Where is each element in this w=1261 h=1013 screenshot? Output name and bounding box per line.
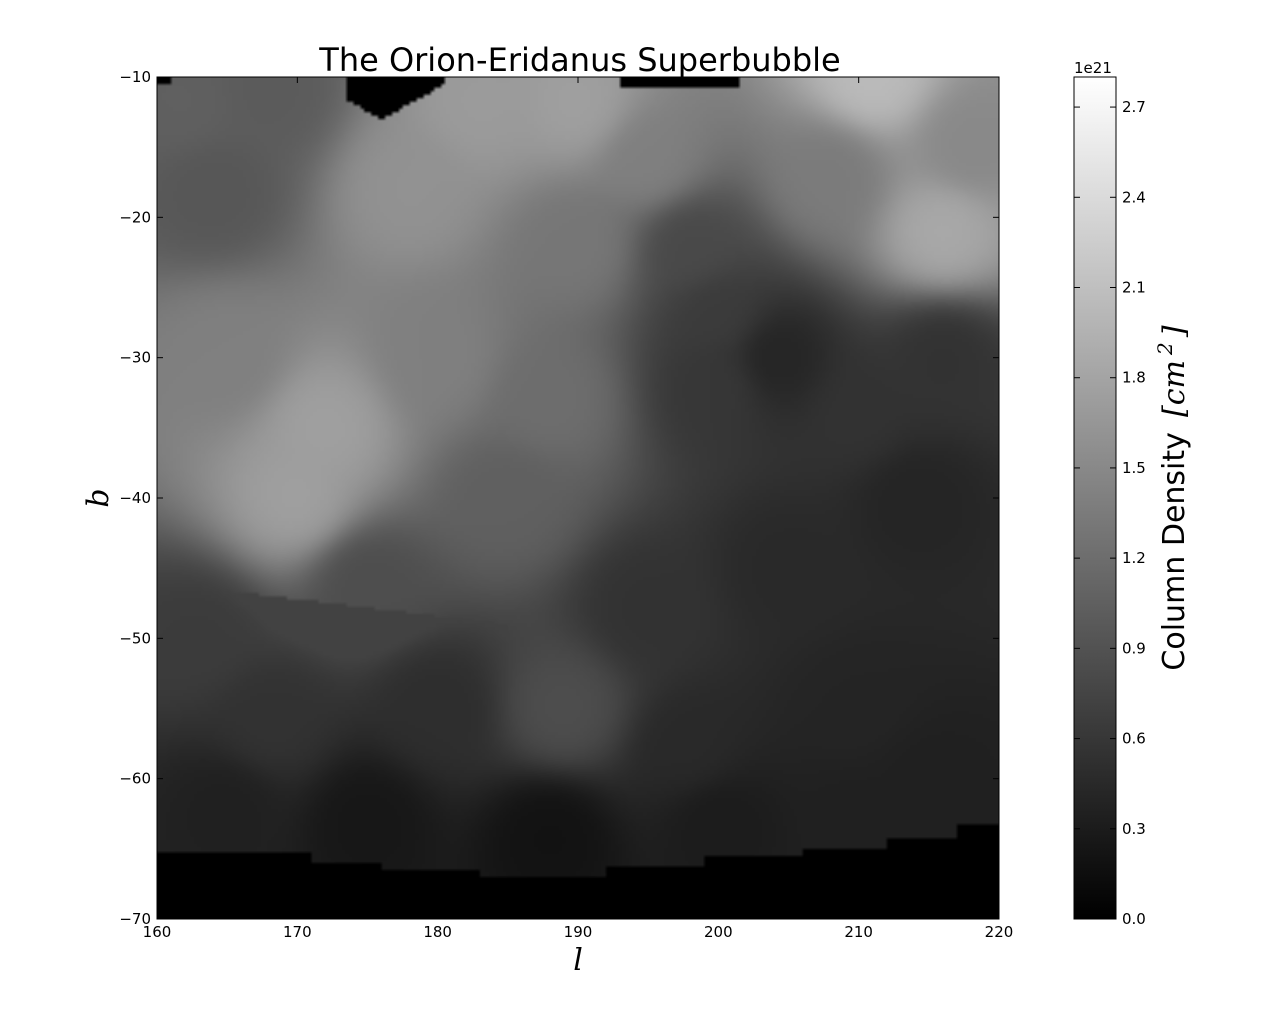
colorbar-tick-label: 0.9 bbox=[1122, 639, 1146, 657]
x-tick-label: 170 bbox=[283, 923, 312, 941]
x-axis-ticks: 160 170 180 190 200 210 220 bbox=[143, 77, 1014, 941]
y-axis-ticks: −10 −20 −30 −40 −50 −60 −70 bbox=[119, 68, 999, 928]
colorbar-tick-label: 1.8 bbox=[1122, 369, 1146, 387]
y-tick-label: −70 bbox=[119, 910, 151, 928]
y-tick-label: −50 bbox=[119, 629, 151, 647]
colorbar-label: Column Density [cm 2 ] bbox=[1153, 325, 1192, 670]
plot-area bbox=[156, 76, 1000, 920]
colorbar-tick-label: 1.5 bbox=[1122, 459, 1146, 477]
colorbar-ticks: 0.0 0.3 0.6 0.9 1.2 1.5 1.8 2.1 2.4 2.7 bbox=[1074, 98, 1146, 928]
x-tick-label: 160 bbox=[143, 923, 172, 941]
colorbar-tick-label: 2.1 bbox=[1122, 279, 1146, 297]
x-tick-label: 210 bbox=[844, 923, 873, 941]
colorbar: 0.0 0.3 0.6 0.9 1.2 1.5 1.8 2.1 2.4 2.7 1e21 Colu… bbox=[1073, 59, 1192, 928]
colorbar-tick-label: 1.2 bbox=[1122, 549, 1146, 567]
heatmap-image bbox=[157, 77, 999, 919]
x-axis-label: l bbox=[573, 943, 583, 978]
y-tick-label: −30 bbox=[119, 349, 151, 367]
x-tick-label: 180 bbox=[423, 923, 452, 941]
colorbar-gradient bbox=[1074, 77, 1116, 919]
colorbar-label-text: Column Density bbox=[1157, 432, 1192, 670]
colorbar-unit-close: ] bbox=[1157, 325, 1192, 338]
colorbar-tick-label: 0.3 bbox=[1122, 820, 1146, 838]
colorbar-unit: [cm bbox=[1157, 360, 1192, 417]
colorbar-exponent: 1e21 bbox=[1074, 59, 1112, 77]
chart-title: The Orion-Eridanus Superbubble bbox=[318, 41, 840, 79]
colorbar-tick-label: 0.0 bbox=[1122, 910, 1146, 928]
x-tick-label: 220 bbox=[985, 923, 1014, 941]
x-tick-label: 200 bbox=[704, 923, 733, 941]
y-tick-label: −10 bbox=[119, 68, 151, 86]
x-tick-label: 190 bbox=[564, 923, 593, 941]
y-tick-label: −60 bbox=[119, 770, 151, 788]
y-tick-label: −20 bbox=[119, 208, 151, 226]
y-axis-label: b bbox=[81, 488, 116, 507]
colorbar-unit-exponent: 2 bbox=[1153, 342, 1177, 356]
colorbar-tick-label: 2.4 bbox=[1122, 188, 1146, 206]
y-tick-label: −40 bbox=[119, 489, 151, 507]
colorbar-tick-label: 2.7 bbox=[1122, 98, 1146, 116]
colorbar-tick-label: 0.6 bbox=[1122, 730, 1146, 748]
colorbar-frame bbox=[1073, 76, 1117, 920]
